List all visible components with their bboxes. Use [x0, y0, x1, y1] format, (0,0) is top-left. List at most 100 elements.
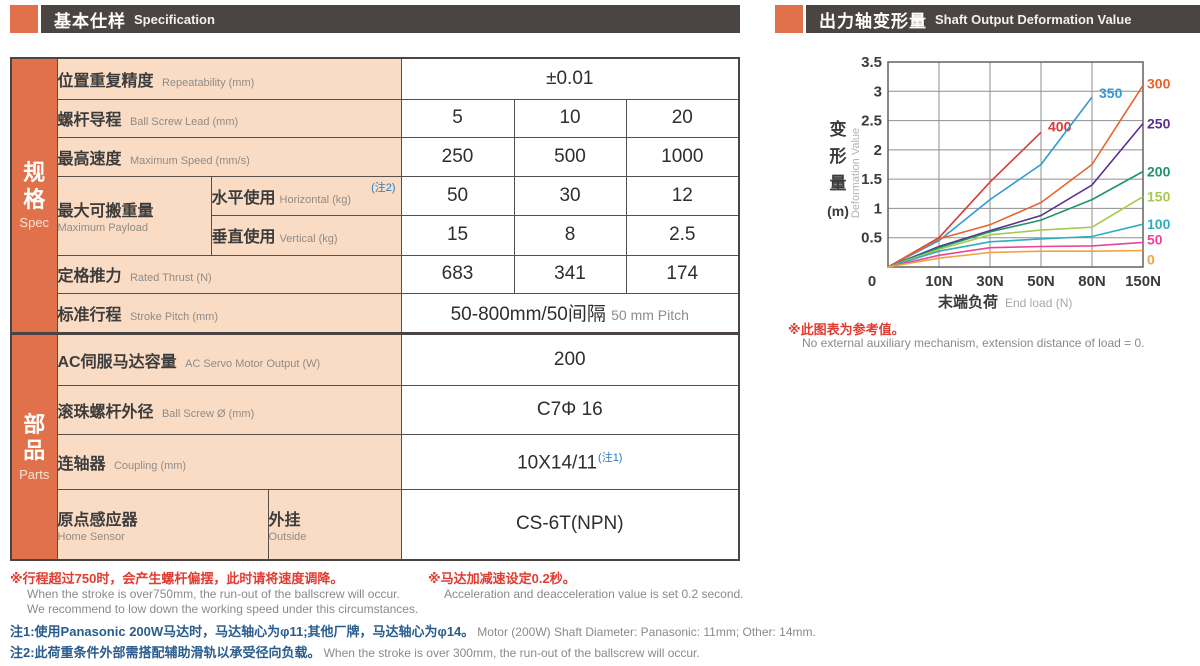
side-label-parts: 部品 Parts: [10, 331, 58, 561]
x-tick-label: 50N: [1027, 273, 1055, 290]
series-line-350: [887, 96, 1093, 268]
value-horizontal-12: 12: [625, 175, 740, 216]
footnote-stroke-warning-en2: We recommend to low down the working spe…: [27, 602, 419, 616]
label-outside: 外挂 Outside: [267, 488, 402, 561]
value-stroke-pitch: 50-800mm/50间隔 50 mm Pitch: [400, 292, 740, 334]
chart-note-zh: ※此图表为参考值。: [788, 322, 905, 337]
table-row: 螺杆导程 Ball Screw Lead (mm) 5 10 20: [11, 98, 740, 138]
deformation-header-title-en: Shaft Output Deformation Value: [935, 11, 1132, 27]
x-tick-label: 30N: [976, 273, 1004, 290]
x-tick-label: 150N: [1125, 273, 1161, 290]
value-speed-1000: 1000: [625, 136, 740, 177]
table-row: 原点感应器 Home Sensor 外挂 Outside CS-6T(NPN): [11, 488, 740, 561]
y-axis-title-en: Deformation Value: [850, 128, 862, 218]
footnote-stroke-warning-en1: When the stroke is over750mm, the run-ou…: [27, 587, 400, 601]
footnote-note2: 注2:此荷重条件外部需搭配辅助滑轨以承受径向负载。 When the stroke…: [10, 645, 700, 660]
y-tick-label: 1.5: [861, 171, 882, 188]
note2-ref: (注2): [371, 181, 396, 194]
series-line-0: [887, 249, 1144, 268]
series-line-50: [887, 241, 1144, 268]
y-tick-label: 3.5: [861, 54, 882, 71]
label-coupling: 连轴器 Coupling (mm): [56, 433, 402, 490]
value-lead-5: 5: [400, 98, 515, 138]
table-row: 规格 Spec 位置重复精度 Repeatability (mm) ±0.01: [10, 57, 740, 334]
series-label-50: 50: [1147, 231, 1163, 247]
y-tick-label: 1: [874, 200, 882, 217]
side-label-spec: 规格 Spec: [10, 57, 58, 334]
label-max-speed: 最高速度 Maximum Speed (mm/s): [56, 136, 402, 177]
series-line-200: [887, 170, 1144, 268]
value-servo-output: 200: [400, 331, 740, 386]
x-axis-title-en: End load (N): [1005, 296, 1072, 310]
value-coupling: 10X14/11(注1): [400, 433, 740, 490]
spec-header-bar: 基本仕样 Specification: [41, 5, 740, 33]
value-horizontal-50: 50: [400, 175, 515, 216]
footnote-note1: 注1:使用Panasonic 200W马达时，马达轴心为φ11;其他厂牌，马达轴…: [10, 624, 816, 639]
label-rated-thrust: 定格推力 Rated Thrust (N): [56, 254, 402, 294]
table-row: 垂直使用 Vertical (kg) 15 8 2.5: [11, 214, 740, 256]
value-lead-10: 10: [513, 98, 627, 138]
side-parts-en: Parts: [19, 466, 50, 482]
series-label-400: 400: [1048, 118, 1072, 134]
label-home-sensor: 原点感应器 Home Sensor: [56, 488, 269, 561]
specification-table: 规格 Spec 位置重复精度 Repeatability (mm) ±0.01 …: [10, 57, 741, 561]
value-lead-20: 20: [625, 98, 740, 138]
table-row: 标准行程 Stroke Pitch (mm) 50-800mm/50间隔 50 …: [11, 292, 740, 334]
series-label-150: 150: [1147, 189, 1171, 205]
footnote-accel-zh: ※马达加减速设定0.2秒。: [428, 571, 576, 586]
series-label-200: 200: [1147, 164, 1171, 180]
value-ball-screw-diameter: C7Φ 16: [400, 384, 740, 435]
value-repeatability: ±0.01: [400, 57, 740, 100]
label-horizontal: 水平使用 Horizontal (kg) (注2): [210, 175, 402, 216]
label-ball-screw-lead: 螺杆导程 Ball Screw Lead (mm): [56, 98, 402, 138]
deformation-header-title-zh: 出力轴变形量: [819, 11, 927, 31]
series-line-300: [887, 84, 1144, 268]
series-label-350: 350: [1099, 85, 1123, 101]
value-vertical-8: 8: [513, 214, 627, 256]
series-label-0: 0: [1147, 252, 1155, 268]
x-tick-label: 0: [868, 273, 876, 290]
value-vertical-2-5: 2.5: [625, 214, 740, 256]
value-home-sensor: CS-6T(NPN): [400, 488, 740, 561]
value-horizontal-30: 30: [513, 175, 627, 216]
x-axis-title-zh: 末端负荷: [938, 293, 998, 311]
series-label-100: 100: [1147, 216, 1171, 232]
orange-square-icon: [10, 5, 38, 33]
table-row: 最大可搬重量 Maximum Payload 水平使用 Horizontal (k…: [11, 175, 740, 256]
table-row: 定格推力 Rated Thrust (N) 683 341 174: [11, 254, 740, 294]
table-row: 滚珠螺杆外径 Ball Screw Ø (mm) C7Φ 16: [11, 384, 740, 435]
y-axis-title-zh: 形: [830, 146, 847, 166]
label-repeatability: 位置重复精度 Repeatability (mm): [56, 57, 402, 100]
y-tick-label: 3: [874, 83, 882, 100]
series-label-250: 250: [1147, 116, 1171, 132]
orange-square-icon: [775, 5, 803, 33]
table-row: 部品 Parts AC伺服马达容量 AC Servo Motor Output …: [10, 331, 740, 561]
side-spec-zh: 规格: [23, 160, 46, 212]
series-label-300: 300: [1147, 75, 1171, 91]
deformation-header-bar: 出力轴变形量 Shaft Output Deformation Value: [806, 5, 1200, 33]
deformation-section-header: 出力轴变形量 Shaft Output Deformation Value: [775, 5, 1200, 33]
label-max-payload: 最大可搬重量 Maximum Payload: [56, 175, 212, 256]
label-ball-screw-diameter: 滚珠螺杆外径 Ball Screw Ø (mm): [56, 384, 402, 435]
table-row: 连轴器 Coupling (mm) 10X14/11(注1): [11, 433, 740, 490]
value-thrust-683: 683: [400, 254, 515, 294]
value-thrust-341: 341: [513, 254, 627, 294]
plot-border: [887, 61, 1144, 268]
value-vertical-15: 15: [400, 214, 515, 256]
side-spec-en: Spec: [19, 215, 50, 231]
value-speed-250: 250: [400, 136, 515, 177]
label-vertical: 垂直使用 Vertical (kg): [210, 214, 402, 256]
note1-ref: (注1): [598, 451, 623, 464]
label-stroke-pitch: 标准行程 Stroke Pitch (mm): [56, 292, 402, 334]
deformation-line-chart: 3.5 3 2.5 2 1.5 1 0.5 0 10N 30N 50N 80N 150N 400 350 30…: [827, 54, 1171, 311]
value-thrust-174: 174: [625, 254, 740, 294]
spec-header-title-zh: 基本仕样: [54, 11, 126, 31]
y-axis-title-zh: 变: [830, 119, 847, 139]
footnote-stroke-warning-zh: ※行程超过750时，会产生螺杆偏摆，此时请将速度调降。: [10, 571, 344, 586]
y-tick-label: 2: [874, 142, 882, 159]
y-axis-title-unit: (m): [827, 203, 849, 219]
chart-note-en: No external auxiliary mechanism, extensi…: [802, 336, 1145, 350]
x-tick-label: 80N: [1078, 273, 1106, 290]
table-row: 最高速度 Maximum Speed (mm/s) 250 500 1000: [11, 136, 740, 177]
value-speed-500: 500: [513, 136, 627, 177]
